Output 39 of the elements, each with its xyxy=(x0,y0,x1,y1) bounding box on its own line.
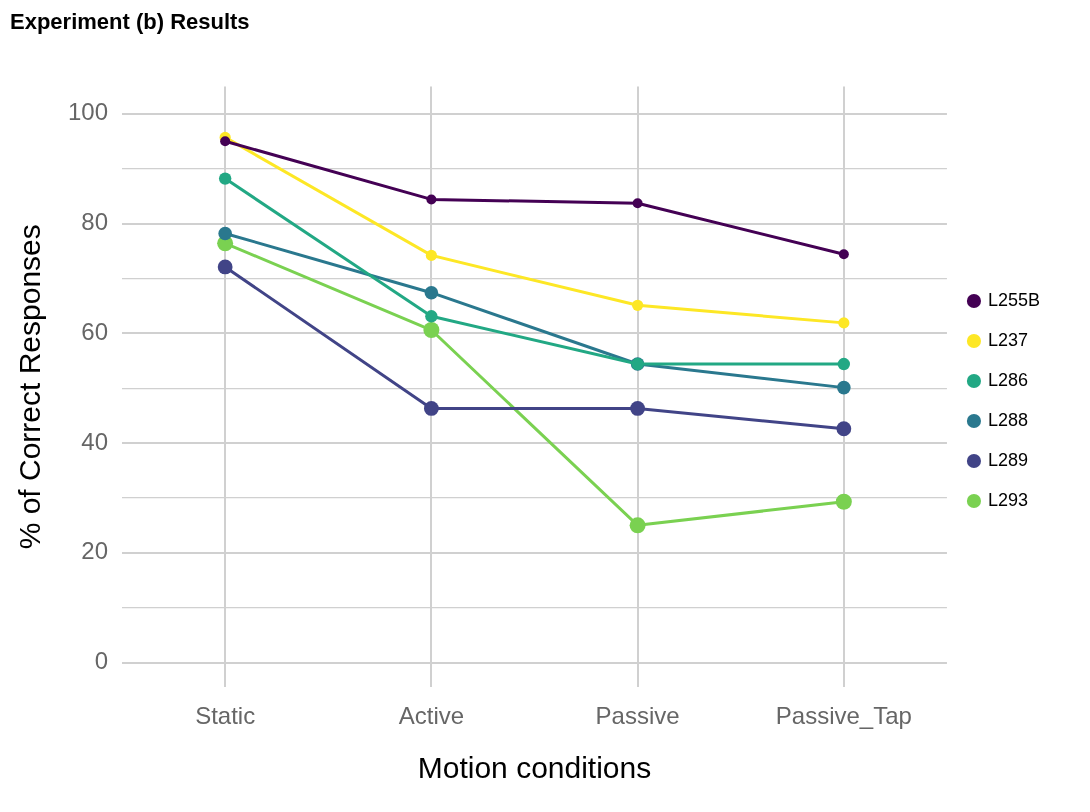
x-tick-label: Passive xyxy=(595,702,680,730)
y-tick-label: 100 xyxy=(68,98,109,126)
point xyxy=(837,357,851,371)
point xyxy=(218,226,232,241)
point xyxy=(629,517,646,534)
x-axis-title: Motion conditions xyxy=(417,751,652,785)
point xyxy=(424,285,439,300)
point xyxy=(423,401,439,416)
y-tick-label: 60 xyxy=(81,317,109,345)
y-tick-label: 80 xyxy=(81,208,109,236)
legend-label: L293 xyxy=(987,489,1028,510)
point xyxy=(837,380,851,395)
point xyxy=(836,421,852,437)
point xyxy=(632,299,644,311)
y-tick-label: 0 xyxy=(94,647,109,675)
y-tick-label: 40 xyxy=(81,427,109,455)
x-tick-label: Active xyxy=(398,702,465,730)
point xyxy=(220,136,231,147)
legend-label: L255B xyxy=(987,289,1041,310)
point xyxy=(838,317,850,329)
point xyxy=(835,493,852,510)
point xyxy=(630,401,646,416)
x-tick-label: Static xyxy=(195,702,256,730)
point xyxy=(838,249,849,260)
chart-title: Experiment (b) Results xyxy=(10,9,250,35)
y-axis-title: % of Correct Responses xyxy=(13,224,47,550)
legend-label: L289 xyxy=(987,449,1028,470)
legend-label: L288 xyxy=(987,409,1028,430)
point xyxy=(632,198,643,209)
point xyxy=(425,310,438,323)
point xyxy=(423,322,440,339)
y-tick-label: 20 xyxy=(81,537,109,565)
legend-label: L286 xyxy=(987,369,1028,390)
point xyxy=(217,259,233,275)
point xyxy=(218,172,232,185)
legend-label: L237 xyxy=(987,329,1028,350)
point xyxy=(425,249,437,261)
x-tick-label: Passive_Tap xyxy=(775,702,912,730)
point xyxy=(426,194,437,205)
